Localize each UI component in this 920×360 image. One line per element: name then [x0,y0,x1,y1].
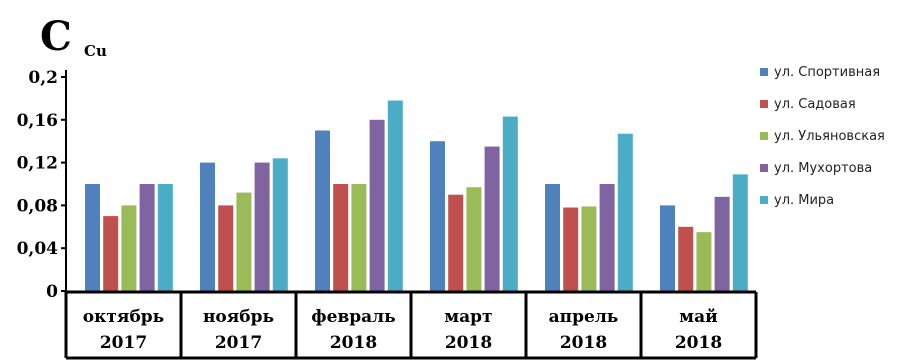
bar [272,158,288,291]
category-label: ноябрь [203,307,274,327]
bar [85,184,100,291]
category-label: 2018 [675,333,722,353]
bar [678,226,694,291]
bar [387,100,403,291]
y-tick-label: 0 [46,282,58,302]
bar [466,187,482,291]
legend-swatch [760,196,768,204]
legend: ул. Спортивная ул. Садовая ул. Ульяновская… [760,65,885,208]
bar [103,216,119,291]
legend-swatch [760,100,768,108]
bar [545,184,560,291]
bar [369,119,385,291]
bar [218,205,234,291]
category-label: март [444,307,492,327]
bar [315,130,330,291]
legend-label: ул. Мира [774,193,834,208]
category-label: апрель [549,307,619,327]
legend-label: ул. Ульяновская [774,129,885,144]
bar [696,232,712,291]
bar [714,196,730,291]
bar [236,192,252,291]
bar [333,184,349,291]
y-tick-label: 0,2 [28,68,58,88]
y-tick-label: 0,08 [17,196,58,216]
legend-label: ул. Спортивная [774,65,880,80]
bar [254,162,270,291]
category-label: февраль [311,307,395,327]
bar [502,116,518,291]
bar [430,141,445,291]
bar [351,184,367,291]
y-axis-title-main: C [40,13,72,60]
category-label: октябрь [83,307,164,327]
legend-label: ул. Садовая [774,97,856,112]
bar [200,162,215,291]
legend-swatch [760,68,768,76]
y-axis-title: C Cu [40,13,107,60]
y-tick-label: 0,04 [17,239,59,259]
bar [581,206,597,291]
bar [121,205,137,291]
bar [139,184,155,291]
category-label: 2018 [445,333,492,353]
bar [599,184,615,291]
bar [563,207,579,291]
bar [157,184,173,291]
bar [660,205,675,291]
category-table: октябрь 2017 ноябрь 2017 февраль 2018 март 2018… [64,290,758,360]
bar [448,194,464,291]
legend-label: ул. Мухортова [774,161,872,176]
y-tick-labels: 0 0,04 0,08 0,12 0,16 0,2 [17,68,66,302]
category-label: 2017 [215,333,262,353]
bar [617,133,633,291]
legend-swatch [760,164,768,172]
category-label: май [679,307,718,327]
category-label: 2018 [560,333,607,353]
category-label: 2017 [100,333,147,353]
legend-swatch [760,132,768,140]
y-axis-title-sub: Cu [84,42,107,60]
category-label: 2018 [330,333,377,353]
y-tick-label: 0,16 [17,111,58,131]
bar [732,174,748,291]
bar [484,146,500,291]
y-tick-label: 0,12 [17,154,58,174]
bars [85,100,748,291]
